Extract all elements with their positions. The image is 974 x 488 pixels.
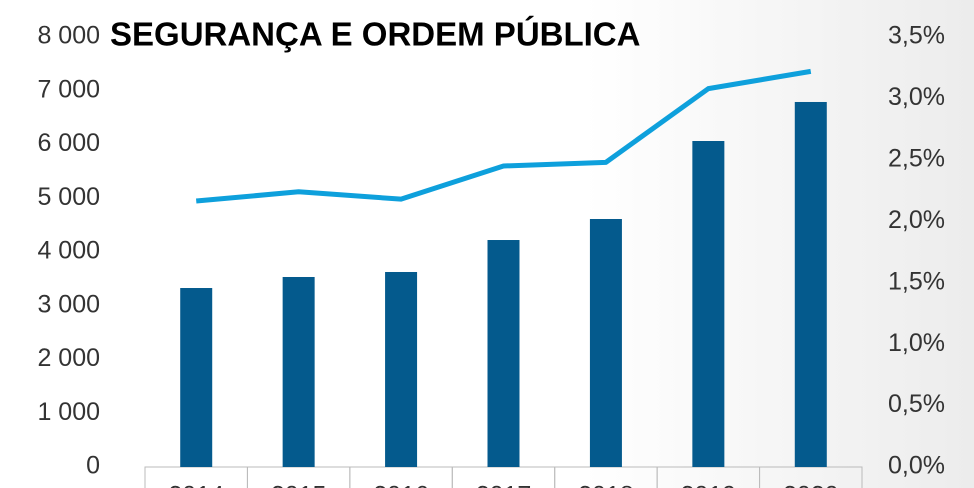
x-tick-label: 2014	[168, 482, 224, 488]
bar	[180, 288, 213, 467]
x-tick-label: 2018	[578, 482, 634, 488]
x-tick-label: 2020	[783, 482, 839, 488]
y2-tick-label: 3,0%	[888, 83, 945, 111]
y2-tick-label: 2,5%	[888, 144, 945, 172]
y2-tick-label: 3,5%	[888, 22, 945, 50]
y-tick-label: 0	[86, 452, 100, 480]
bar	[385, 271, 418, 467]
bar	[589, 218, 622, 467]
x-tick-label: 2019	[681, 482, 737, 488]
y2-tick-label: 1,5%	[888, 267, 945, 295]
y-tick-label: 5 000	[37, 183, 100, 211]
line	[195, 68, 812, 204]
y2-tick-label: 1,0%	[888, 329, 945, 357]
bar	[487, 240, 520, 467]
y-tick-label: 1 000	[37, 398, 100, 426]
y2-tick-label: 0,0%	[888, 452, 945, 480]
x-tick-label: 2017	[476, 482, 532, 488]
y-tick-label: 7 000	[37, 75, 100, 103]
y-tick-label: 2 000	[37, 344, 100, 372]
chart-title: SEGURANÇA E ORDEM PÚBLICA	[110, 16, 640, 53]
y-tick-label: 3 000	[37, 290, 100, 318]
y-tick-label: 6 000	[37, 129, 100, 157]
bar	[692, 141, 725, 467]
bar	[282, 276, 315, 467]
y-tick-label: 4 000	[37, 237, 100, 265]
x-tick-label: 2016	[373, 482, 429, 488]
y-tick-label: 8 000	[37, 22, 100, 50]
y2-tick-label: 2,0%	[888, 206, 945, 234]
bar	[794, 101, 827, 467]
y2-tick-label: 0,5%	[888, 390, 945, 418]
x-tick-label: 2015	[271, 482, 327, 488]
